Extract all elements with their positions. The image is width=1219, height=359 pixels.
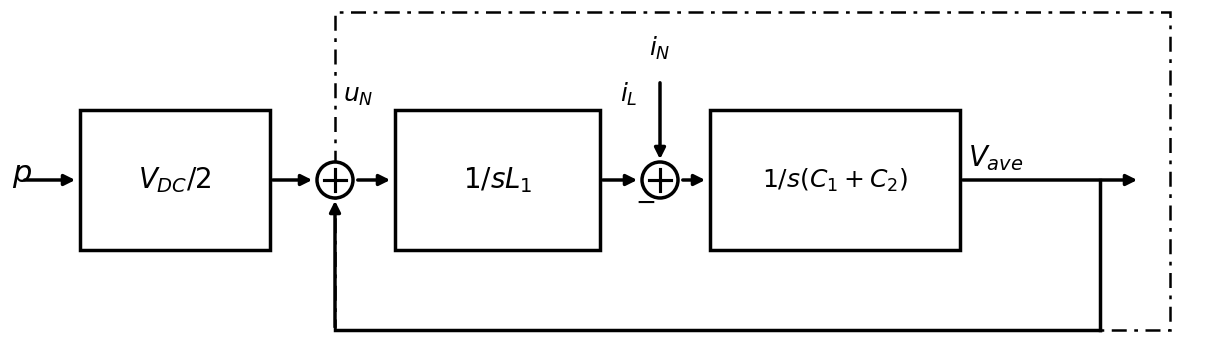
Text: $V_{DC}/2$: $V_{DC}/2$ <box>138 165 212 195</box>
Text: $V_{ave}$: $V_{ave}$ <box>968 143 1024 173</box>
Circle shape <box>642 162 678 198</box>
Text: $p$: $p$ <box>12 160 32 190</box>
Bar <box>80 110 269 250</box>
Bar <box>709 110 961 250</box>
Circle shape <box>317 162 354 198</box>
Text: $-$: $-$ <box>635 190 655 214</box>
Text: $1/s(C_1+C_2)$: $1/s(C_1+C_2)$ <box>762 167 908 194</box>
Bar <box>395 110 600 250</box>
Text: $u_N$: $u_N$ <box>343 84 373 108</box>
Bar <box>335 12 1170 330</box>
Text: $i_L$: $i_L$ <box>620 81 638 108</box>
Text: $i_N$: $i_N$ <box>650 35 670 62</box>
Text: $1/sL_1$: $1/sL_1$ <box>463 165 533 195</box>
